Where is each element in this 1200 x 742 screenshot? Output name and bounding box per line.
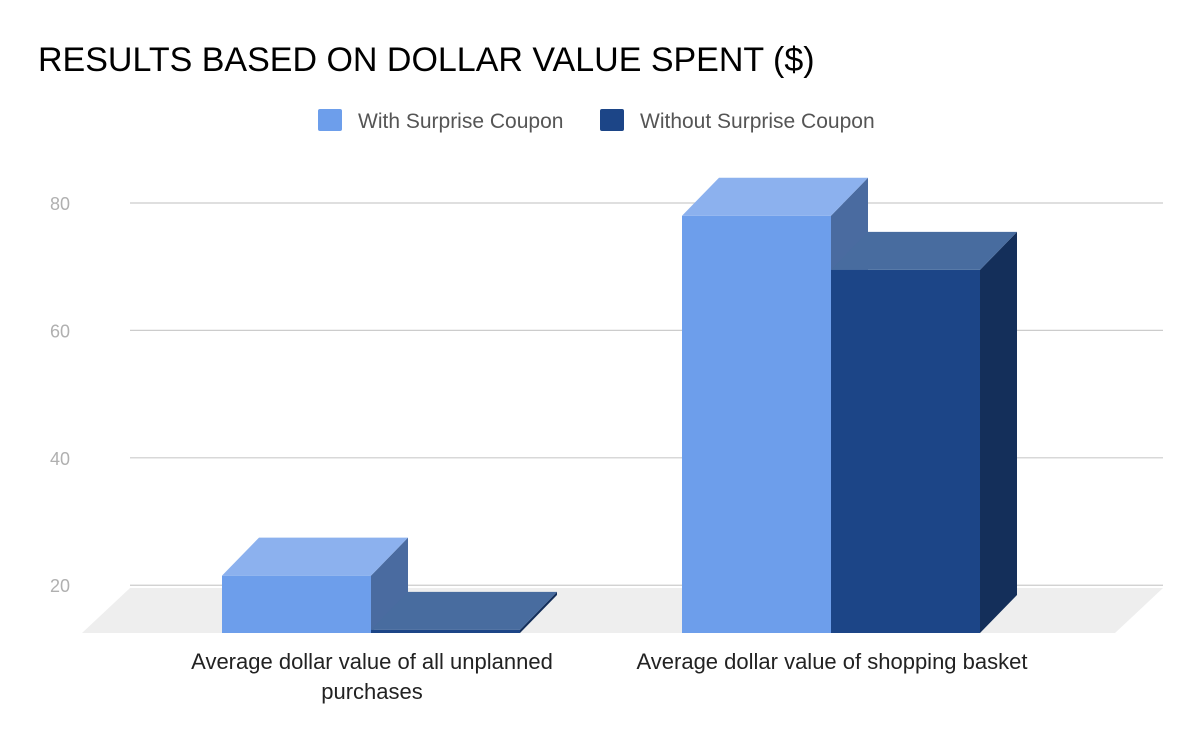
legend-item-0[interactable]: With Surprise Coupon — [318, 109, 563, 133]
legend-item-1[interactable]: Without Surprise Coupon — [600, 109, 875, 133]
legend-swatch-with-surprise-coupon — [318, 109, 342, 131]
y-tick-label-60: 60 — [50, 321, 70, 341]
bar-side — [520, 591, 557, 633]
bar-top — [371, 591, 557, 630]
bar-top — [682, 177, 868, 216]
chart-title: RESULTS BASED ON DOLLAR VALUE SPENT ($) — [38, 41, 815, 79]
bar-without-surprise-coupon-1 — [831, 231, 1017, 633]
legend-swatch-without-surprise-coupon — [600, 109, 624, 131]
y-tick-label-40: 40 — [50, 449, 70, 469]
legend-label-without-surprise-coupon: Without Surprise Coupon — [640, 110, 875, 133]
bar-front — [682, 215, 831, 634]
x-category-label-0: Average dollar value of all unplanned pur… — [191, 649, 553, 704]
bar-front — [371, 629, 520, 633]
x-category-label-1: Average dollar value of shopping basket — [637, 649, 1028, 674]
legend: With Surprise Coupon Without Surprise Co… — [318, 109, 875, 133]
bar-front — [222, 575, 371, 633]
bar-without-surprise-coupon-0 — [371, 591, 557, 633]
y-tick-label-80: 80 — [50, 194, 70, 214]
y-tick-label-20: 20 — [50, 576, 70, 596]
bar-with-surprise-coupon-0 — [222, 537, 408, 633]
bar-front — [831, 269, 980, 633]
bar-top — [222, 537, 408, 576]
bar-side — [371, 537, 408, 633]
legend-label-with-surprise-coupon: With Surprise Coupon — [358, 110, 563, 133]
bars — [222, 177, 1017, 634]
y-axis-ticks: 20 40 60 80 — [50, 194, 70, 596]
x-axis-categories: Average dollar value of all unplanned pur… — [191, 649, 1027, 704]
bar-top — [831, 231, 1017, 270]
bar-side — [980, 231, 1017, 633]
bar-with-surprise-coupon-1 — [682, 177, 868, 634]
